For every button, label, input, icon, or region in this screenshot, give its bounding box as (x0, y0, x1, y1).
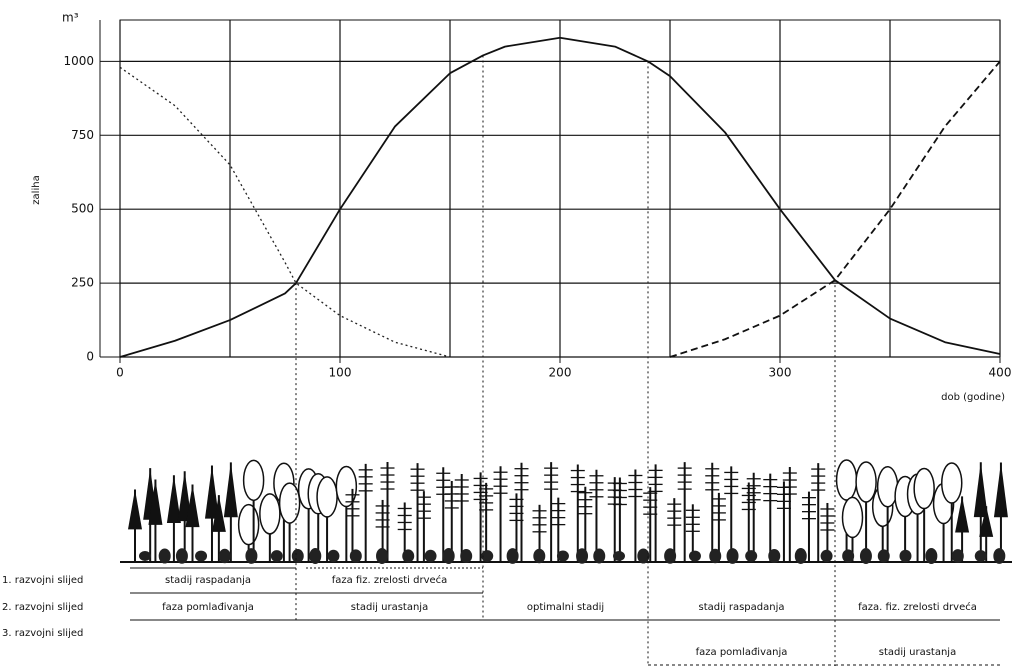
stage-label: faza pomlađivanja (696, 647, 788, 658)
stage-label: stadij urastanja (879, 647, 956, 658)
tree-crown (837, 460, 857, 500)
tree-crown (317, 477, 337, 517)
stage-label: stadij raspadanja (165, 575, 251, 586)
tree-crown (239, 505, 259, 545)
undergrowth (593, 548, 605, 563)
undergrowth (460, 549, 472, 563)
undergrowth (745, 550, 757, 562)
undergrowth (292, 549, 304, 563)
undergrowth (899, 550, 911, 563)
undergrowth (842, 549, 854, 562)
x-tick-label: 0 (116, 366, 124, 380)
stage-label: faza fiz. zrelosti drveća (332, 574, 448, 586)
undergrowth (245, 548, 257, 564)
undergrowth (219, 549, 231, 564)
y-tick-label: 500 (71, 202, 94, 216)
undergrowth (271, 550, 283, 562)
stage-label: faza pomlađivanja (162, 602, 254, 613)
y-unit: m³ (62, 11, 79, 25)
undergrowth (350, 549, 362, 562)
undergrowth (195, 551, 207, 562)
undergrowth (821, 550, 833, 562)
undergrowth (795, 548, 807, 564)
background (0, 0, 1018, 669)
tree-crown (856, 462, 876, 502)
undergrowth (533, 549, 545, 564)
undergrowth (689, 551, 701, 562)
undergrowth (159, 548, 171, 563)
tree-crown (843, 497, 863, 537)
y-tick-label: 0 (86, 350, 94, 364)
stage-label: faza. fiz. zrelosti drveća (858, 601, 977, 613)
row-label: 1. razvojni slijed (2, 575, 83, 586)
stage-label: stadij raspadanja (699, 602, 785, 613)
stage-label: optimalni stadij (527, 602, 604, 613)
tree-crown (942, 463, 962, 503)
y-tick-label: 250 (71, 276, 94, 290)
tree-crown (244, 460, 264, 500)
undergrowth (860, 548, 872, 564)
undergrowth (768, 549, 780, 563)
y-axis-label: zaliha (31, 175, 42, 204)
undergrowth (176, 548, 188, 563)
undergrowth (664, 548, 676, 563)
row-label: 3. razvojni slijed (2, 628, 83, 639)
undergrowth (878, 549, 890, 562)
undergrowth (993, 548, 1005, 564)
undergrowth (613, 551, 625, 561)
x-tick-label: 200 (549, 366, 572, 380)
x-tick-label: 300 (769, 366, 792, 380)
undergrowth (507, 548, 519, 564)
undergrowth (139, 551, 151, 561)
y-tick-label: 750 (71, 128, 94, 142)
undergrowth (376, 548, 388, 564)
tree-crown (914, 469, 934, 509)
undergrowth (327, 550, 339, 562)
undergrowth (709, 549, 721, 564)
x-tick-label: 100 (329, 366, 352, 380)
undergrowth (925, 548, 937, 564)
row-label: 2. razvojni slijed (2, 602, 83, 613)
undergrowth (576, 548, 588, 563)
tree-crown (280, 483, 300, 523)
undergrowth (425, 550, 437, 563)
undergrowth (637, 548, 649, 563)
x-tick-label: 400 (989, 366, 1012, 380)
undergrowth (402, 549, 414, 562)
undergrowth (952, 549, 964, 563)
undergrowth (727, 548, 739, 564)
y-tick-label: 1000 (63, 54, 94, 68)
undergrowth (443, 548, 455, 564)
x-axis-label: dob (godine) (941, 392, 1005, 403)
figure: m³ zaliha dob (godine) 0 250 500 750 1000 0 10… (0, 0, 1018, 669)
undergrowth (557, 551, 569, 562)
undergrowth (309, 548, 321, 564)
stage-label: stadij urastanja (351, 602, 428, 613)
tree-crown (260, 494, 280, 534)
undergrowth (975, 550, 987, 562)
